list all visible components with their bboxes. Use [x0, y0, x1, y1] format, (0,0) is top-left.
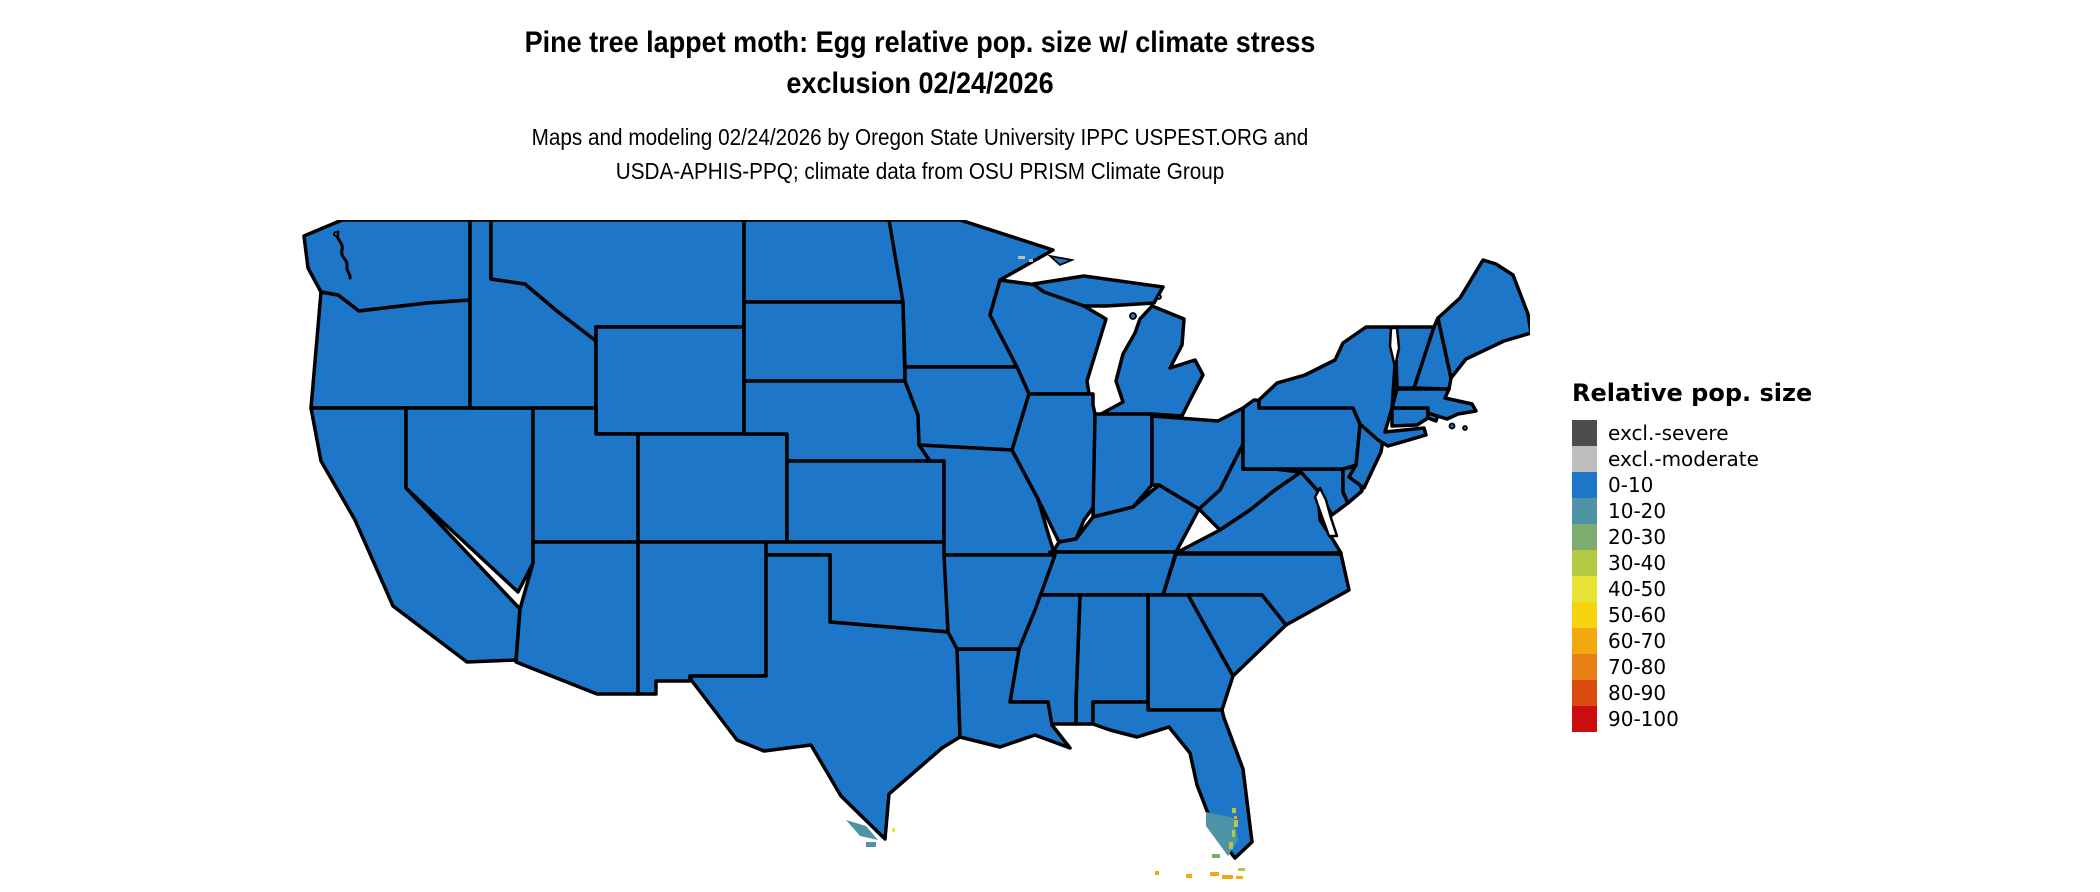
patch-minnesota-excl-moderate-b	[1029, 259, 1033, 262]
state-nm	[636, 540, 768, 696]
state-ct	[1390, 406, 1430, 428]
state-wy	[594, 325, 746, 436]
patch-keys-60-70-c	[1236, 876, 1243, 879]
patch-texas-tip-10-20-b	[866, 842, 876, 847]
legend-swatch-excl-severe	[1572, 420, 1597, 446]
legend-label: excl.-severe	[1608, 421, 1729, 445]
legend-swatch-90-100	[1572, 706, 1597, 732]
patch-florida-coast-30-40-c	[1232, 830, 1235, 837]
state-co	[636, 432, 789, 544]
legend-swatch-40-50	[1572, 576, 1597, 602]
legend-item-40-50: 40-50	[1572, 576, 1812, 602]
state-me	[1436, 258, 1530, 380]
isle-royale-island	[1047, 254, 1076, 267]
patch-keys-30-40	[1238, 868, 1245, 871]
legend-swatch-30-40	[1572, 550, 1597, 576]
title-line-2: exclusion 02/24/2026	[786, 67, 1054, 100]
state-az	[514, 540, 640, 696]
state-ia	[903, 365, 1031, 452]
state-or	[309, 290, 472, 410]
subtitle-line-1: Maps and modeling 02/24/2026 by Oregon S…	[531, 124, 1309, 150]
legend-item-50-60: 50-60	[1572, 602, 1812, 628]
state-il	[1010, 392, 1097, 544]
marthas-vineyard-island	[1448, 422, 1456, 430]
legend-swatch-60-70	[1572, 628, 1597, 654]
legend-swatch-20-30	[1572, 524, 1597, 550]
legend-label: 10-20	[1608, 499, 1667, 523]
legend-swatch-80-90	[1572, 680, 1597, 706]
legend-swatch-70-80	[1572, 654, 1597, 680]
legend-label: 80-90	[1608, 681, 1667, 705]
legend-label: 50-60	[1608, 603, 1667, 627]
legend-label: 0-10	[1608, 473, 1654, 497]
beaver-island	[1129, 312, 1137, 320]
anomaly-patches-layer	[846, 256, 1245, 879]
patch-minnesota-excl-moderate-a	[1018, 256, 1025, 259]
patch-florida-coast-30-40-d	[1229, 842, 1233, 849]
lake-champlain	[1388, 326, 1401, 369]
page-title: Pine tree lappet moth: Egg relative pop.…	[380, 22, 1460, 104]
patch-keys-60-70-e	[1155, 871, 1159, 875]
state-ny	[1257, 325, 1428, 448]
legend-item-0-10: 0-10	[1572, 472, 1812, 498]
state-ky	[1051, 483, 1201, 554]
puget-sound-icon	[335, 230, 352, 280]
legend-item-70-80: 70-80	[1572, 654, 1812, 680]
legend-label: 30-40	[1608, 551, 1667, 575]
legend-swatch-excl-moderate	[1572, 446, 1597, 472]
legend-swatch-50-60	[1572, 602, 1597, 628]
legend-label: 90-100	[1608, 707, 1679, 731]
patch-texas-tip-40-50	[892, 828, 895, 832]
title-line-1: Pine tree lappet moth: Egg relative pop.…	[524, 26, 1316, 59]
us-choropleth-map	[302, 220, 1530, 879]
page-subtitle: Maps and modeling 02/24/2026 by Oregon S…	[380, 120, 1460, 188]
san-juan-island	[333, 231, 339, 237]
state-mi-upper	[1031, 274, 1165, 308]
patch-florida-coast-30-40-a	[1232, 808, 1236, 813]
mackinac-island	[1156, 294, 1162, 300]
legend-item-60-70: 60-70	[1572, 628, 1812, 654]
legend-item-90-100: 90-100	[1572, 706, 1812, 732]
state-sd	[742, 300, 907, 383]
legend-label: 70-80	[1608, 655, 1667, 679]
state-nd	[742, 220, 905, 304]
patch-keys-60-70-b	[1222, 875, 1233, 879]
chesapeake-bay	[1313, 486, 1339, 538]
legend-title: Relative pop. size	[1572, 379, 1813, 407]
legend: Relative pop. size excl.-severe excl.-mo…	[1572, 379, 1812, 732]
legend-item-excl-severe: excl.-severe	[1572, 420, 1812, 446]
legend-label: 20-30	[1608, 525, 1667, 549]
legend-item-10-20: 10-20	[1572, 498, 1812, 524]
state-mi-lower	[1099, 304, 1205, 418]
legend-item-excl-moderate: excl.-moderate	[1572, 446, 1812, 472]
state-pa	[1241, 398, 1362, 471]
state-ar	[942, 553, 1057, 651]
patch-texas-tip-10-20	[846, 820, 878, 840]
state-in	[1091, 412, 1154, 519]
legend-label: 40-50	[1608, 577, 1667, 601]
patch-keys-60-70-a	[1210, 872, 1219, 876]
legend-item-20-30: 20-30	[1572, 524, 1812, 550]
legend-label: excl.-moderate	[1608, 447, 1759, 471]
legend-item-30-40: 30-40	[1572, 550, 1812, 576]
state-tx	[688, 553, 962, 841]
patch-keys-60-70-d	[1186, 874, 1192, 878]
patch-florida-coast-30-40-b	[1234, 820, 1238, 827]
states-layer	[302, 220, 1530, 860]
patch-florida-coast-60-70	[1234, 816, 1237, 819]
subtitle-line-2: USDA-APHIS-PPQ; climate data from OSU PR…	[615, 158, 1225, 184]
state-ks	[785, 459, 946, 544]
legend-item-80-90: 80-90	[1572, 680, 1812, 706]
state-tn	[1035, 550, 1178, 597]
legend-swatch-10-20	[1572, 498, 1597, 524]
patch-florida-tip-20-30	[1212, 854, 1220, 858]
legend-swatch-0-10	[1572, 472, 1597, 498]
state-la	[955, 647, 1072, 750]
state-ma	[1390, 387, 1478, 421]
nantucket-island	[1462, 425, 1468, 431]
legend-label: 60-70	[1608, 629, 1667, 653]
legend-rows: excl.-severe excl.-moderate 0-10 10-20 2…	[1572, 420, 1812, 732]
